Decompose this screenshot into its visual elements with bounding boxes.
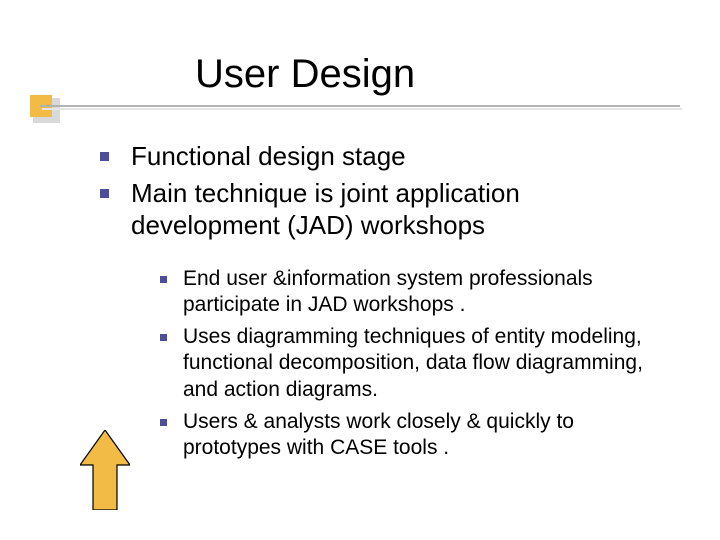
slide: User Design Functional design stage Main… bbox=[0, 0, 720, 540]
sub-bullet-item: Users & analysts work closely & quickly … bbox=[160, 409, 670, 462]
bullet-text: Main technique is joint application deve… bbox=[131, 177, 670, 242]
title-underline bbox=[40, 105, 680, 107]
bullet-square-icon bbox=[100, 189, 109, 198]
title-underline-shadow bbox=[42, 108, 682, 110]
content-area: Functional design stage Main technique i… bbox=[100, 140, 670, 467]
slide-title: User Design bbox=[195, 52, 415, 97]
bullet-square-icon bbox=[100, 152, 109, 161]
sub-bullet-text: Uses diagramming techniques of entity mo… bbox=[183, 324, 670, 403]
sub-bullet-text: End user &information system professiona… bbox=[183, 266, 670, 319]
up-arrow-icon bbox=[80, 430, 130, 510]
sub-bullet-item: End user &information system professiona… bbox=[160, 266, 670, 319]
bullet-square-icon bbox=[160, 276, 167, 283]
bullet-text: Functional design stage bbox=[131, 140, 406, 173]
sub-bullet-item: Uses diagramming techniques of entity mo… bbox=[160, 324, 670, 403]
bullet-square-icon bbox=[160, 334, 167, 341]
bullet-item: Functional design stage bbox=[100, 140, 670, 173]
sub-bullet-group: End user &information system professiona… bbox=[160, 266, 670, 462]
bullet-square-icon bbox=[160, 419, 167, 426]
bullet-item: Main technique is joint application deve… bbox=[100, 177, 670, 242]
sub-bullet-text: Users & analysts work closely & quickly … bbox=[183, 409, 670, 462]
